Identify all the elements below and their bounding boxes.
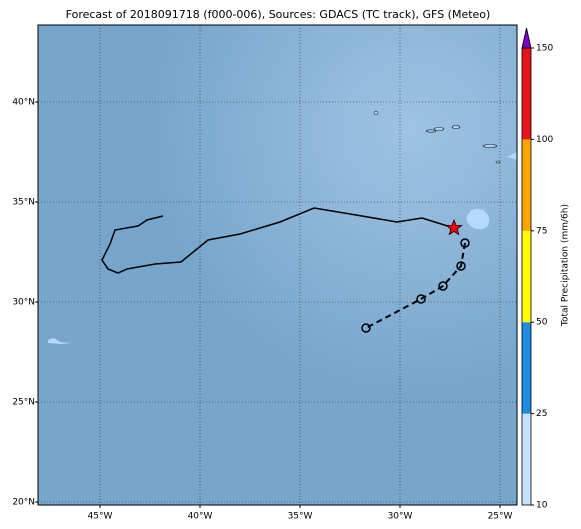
colorbar-segment bbox=[522, 139, 531, 231]
colorbar-label: Total Precipitation (mm/6h) bbox=[561, 204, 571, 327]
current-position bbox=[445, 218, 463, 236]
colorbar-tick-label: 150 bbox=[536, 44, 553, 54]
colorbar-segment bbox=[522, 413, 531, 505]
map-title: Forecast of 2018091718 (f000-006), Sourc… bbox=[66, 8, 491, 21]
y-tick-label: 35°N bbox=[12, 198, 35, 208]
forecast-point bbox=[460, 238, 470, 248]
colorbar-tick-label: 100 bbox=[536, 135, 553, 145]
colorbar-segment bbox=[522, 230, 531, 323]
y-tick-label: 40°N bbox=[12, 98, 35, 108]
map-frame bbox=[37, 24, 518, 506]
y-tick-label: 30°N bbox=[12, 298, 35, 308]
x-tick-label: 25°W bbox=[488, 512, 513, 522]
x-tick-label: 30°W bbox=[388, 512, 413, 522]
colorbar-tick-label: 25 bbox=[536, 409, 547, 419]
forecast-track bbox=[365, 242, 466, 329]
land bbox=[373, 111, 501, 164]
forecast-point bbox=[361, 323, 371, 333]
past-track bbox=[101, 207, 455, 274]
colorbar-segment bbox=[522, 322, 531, 414]
forecast-point bbox=[456, 261, 466, 271]
forecast-point bbox=[416, 294, 426, 304]
colorbar-segment bbox=[522, 48, 531, 140]
forecast-point bbox=[438, 281, 448, 291]
colorbar-tick-label: 75 bbox=[536, 226, 547, 236]
x-tick-label: 45°W bbox=[88, 512, 113, 522]
colorbar-tick-label: 10 bbox=[536, 501, 548, 511]
colorbar-frame bbox=[521, 47, 532, 506]
ocean bbox=[38, 25, 517, 505]
x-tick-label: 35°W bbox=[288, 512, 313, 522]
land-light bbox=[48, 152, 517, 344]
y-tick-label: 20°N bbox=[12, 498, 35, 508]
x-tick-label: 40°W bbox=[188, 512, 213, 522]
y-tick-label: 25°N bbox=[12, 398, 35, 408]
colorbar-tick-label: 50 bbox=[536, 318, 548, 328]
colorbar-extend bbox=[521, 27, 532, 49]
